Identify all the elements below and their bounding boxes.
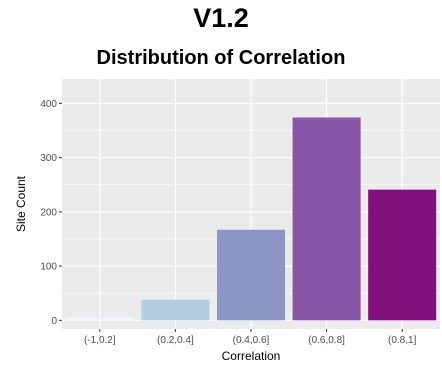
x-tick-label: (0.4,0.6] xyxy=(233,335,270,346)
y-tick-label: 0 xyxy=(51,316,57,327)
bar xyxy=(65,317,134,321)
chart-main-title: V1.2 xyxy=(193,3,249,33)
y-axis: 0 100 200 300 400 xyxy=(40,99,62,327)
y-tick-label: 400 xyxy=(40,99,57,110)
bar xyxy=(141,299,210,321)
bar xyxy=(368,189,437,321)
y-tick-label: 300 xyxy=(40,153,57,164)
y-tick-label: 200 xyxy=(40,207,57,218)
x-tick-label: (0.6,0.8] xyxy=(308,335,345,346)
x-axis-title: Correlation xyxy=(222,349,281,363)
y-tick-label: 100 xyxy=(40,262,57,273)
x-axis: (-1,0.2] (0.2,0.4] (0.4,0.6] (0.6,0.8] (0.8,… xyxy=(84,329,417,346)
x-tick-label: (0.2,0.4] xyxy=(157,335,194,346)
y-axis-title: Site Count xyxy=(14,175,28,232)
x-tick-label: (0.8,1] xyxy=(388,335,417,346)
bar xyxy=(292,117,361,321)
x-tick-label: (-1,0.2] xyxy=(84,335,116,346)
chart-subtitle: Distribution of Correlation xyxy=(96,47,346,69)
bars xyxy=(65,117,437,321)
bar xyxy=(216,229,286,321)
